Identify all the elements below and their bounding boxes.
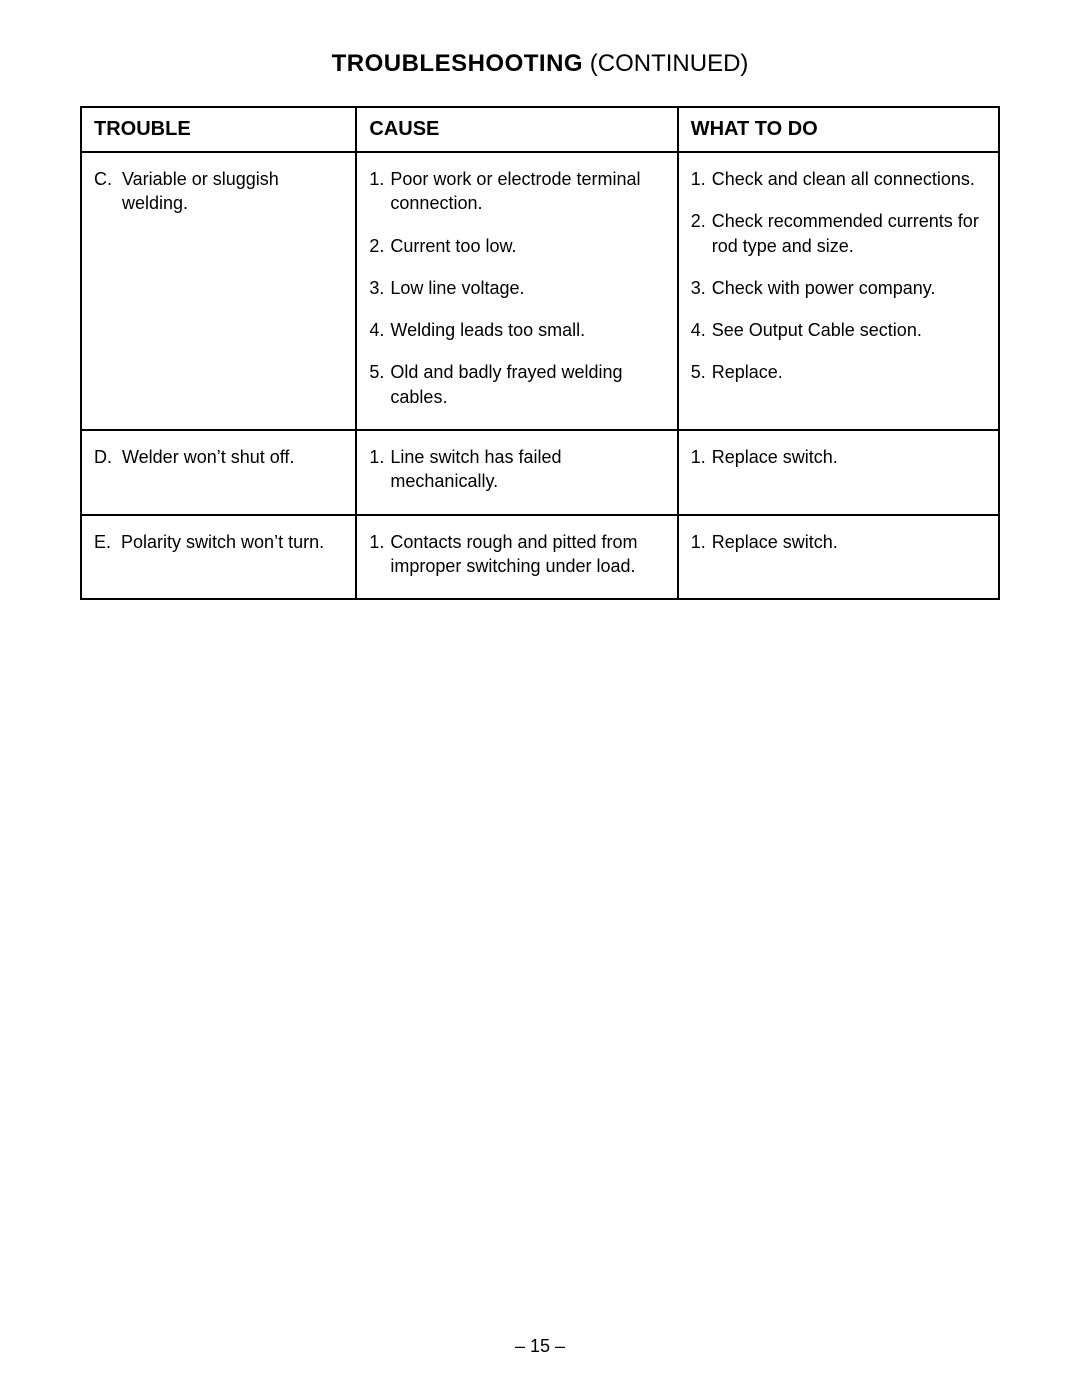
cause-item: 1.Line switch has failed mechanically. bbox=[369, 445, 664, 494]
cause-item-text: Poor work or electrode terminal connecti… bbox=[390, 167, 664, 216]
cause-item: 5.Old and badly frayed welding cables. bbox=[369, 360, 664, 409]
action-item: 5.Replace. bbox=[691, 360, 986, 384]
action-item-number: 4. bbox=[691, 318, 712, 342]
table-row: E.Polarity switch won’t turn.1.Contacts … bbox=[81, 515, 999, 600]
trouble-cell: D.Welder won’t shut off. bbox=[81, 430, 356, 515]
cause-item-text: Current too low. bbox=[390, 234, 664, 258]
page-number: – 15 – bbox=[515, 1336, 565, 1356]
cause-cell: 1.Contacts rough and pitted from imprope… bbox=[356, 515, 677, 600]
cause-item: 2.Current too low. bbox=[369, 234, 664, 258]
table-header-row: TROUBLE CAUSE WHAT TO DO bbox=[81, 107, 999, 152]
page-title: TROUBLESHOOTING (CONTINUED) bbox=[80, 50, 1000, 78]
action-item: 1.Replace switch. bbox=[691, 445, 986, 469]
cause-item-number: 1. bbox=[369, 445, 390, 494]
trouble-letter: C. bbox=[94, 167, 122, 216]
cause-item: 4.Welding leads too small. bbox=[369, 318, 664, 342]
action-item-text: Check with power company. bbox=[712, 276, 986, 300]
cause-item-number: 1. bbox=[369, 167, 390, 216]
action-item-number: 1. bbox=[691, 167, 712, 191]
header-trouble: TROUBLE bbox=[81, 107, 356, 152]
cause-cell: 1.Line switch has failed mechanically. bbox=[356, 430, 677, 515]
trouble-text: Variable or sluggish welding. bbox=[122, 167, 343, 216]
cause-item-number: 1. bbox=[369, 530, 390, 579]
action-item-text: See Output Cable section. bbox=[712, 318, 986, 342]
action-item: 1.Check and clean all connections. bbox=[691, 167, 986, 191]
action-item-number: 5. bbox=[691, 360, 712, 384]
cause-item: 1.Poor work or electrode terminal connec… bbox=[369, 167, 664, 216]
action-item-text: Check and clean all connections. bbox=[712, 167, 986, 191]
trouble-text: Welder won’t shut off. bbox=[122, 445, 343, 469]
action-item: 4.See Output Cable section. bbox=[691, 318, 986, 342]
cause-item-text: Contacts rough and pitted from improper … bbox=[390, 530, 664, 579]
action-item-number: 2. bbox=[691, 209, 712, 258]
action-item-text: Check recommended currents for rod type … bbox=[712, 209, 986, 258]
cause-item-number: 5. bbox=[369, 360, 390, 409]
action-cell: 1.Replace switch. bbox=[678, 515, 999, 600]
trouble-label: C.Variable or sluggish welding. bbox=[94, 167, 343, 216]
action-item-number: 3. bbox=[691, 276, 712, 300]
trouble-cell: C.Variable or sluggish welding. bbox=[81, 152, 356, 430]
header-cause: CAUSE bbox=[356, 107, 677, 152]
trouble-letter: D. bbox=[94, 445, 122, 469]
header-action: WHAT TO DO bbox=[678, 107, 999, 152]
cause-item: 1.Contacts rough and pitted from imprope… bbox=[369, 530, 664, 579]
cause-item-number: 2. bbox=[369, 234, 390, 258]
cause-item: 3.Low line voltage. bbox=[369, 276, 664, 300]
title-bold: TROUBLESHOOTING bbox=[332, 50, 584, 77]
table-row: D.Welder won’t shut off.1.Line switch ha… bbox=[81, 430, 999, 515]
cause-item-number: 4. bbox=[369, 318, 390, 342]
trouble-text: Polarity switch won’t turn. bbox=[121, 530, 343, 554]
action-item-text: Replace. bbox=[712, 360, 986, 384]
action-cell: 1.Check and clean all connections.2.Chec… bbox=[678, 152, 999, 430]
cause-item-text: Low line voltage. bbox=[390, 276, 664, 300]
trouble-label: E.Polarity switch won’t turn. bbox=[94, 530, 343, 554]
trouble-cell: E.Polarity switch won’t turn. bbox=[81, 515, 356, 600]
action-item: 2.Check recommended currents for rod typ… bbox=[691, 209, 986, 258]
page-footer: – 15 – bbox=[0, 1336, 1080, 1357]
trouble-label: D.Welder won’t shut off. bbox=[94, 445, 343, 469]
title-suffix: (CONTINUED) bbox=[583, 50, 748, 77]
cause-item-text: Line switch has failed mechanically. bbox=[390, 445, 664, 494]
action-item: 3.Check with power company. bbox=[691, 276, 986, 300]
cause-item-number: 3. bbox=[369, 276, 390, 300]
cause-item-text: Old and badly frayed welding cables. bbox=[390, 360, 664, 409]
troubleshooting-table: TROUBLE CAUSE WHAT TO DO C.Variable or s… bbox=[80, 106, 1000, 600]
action-item-text: Replace switch. bbox=[712, 530, 986, 554]
cause-item-text: Welding leads too small. bbox=[390, 318, 664, 342]
trouble-letter: E. bbox=[94, 530, 121, 554]
table-row: C.Variable or sluggish welding.1.Poor wo… bbox=[81, 152, 999, 430]
action-cell: 1.Replace switch. bbox=[678, 430, 999, 515]
table-body: C.Variable or sluggish welding.1.Poor wo… bbox=[81, 152, 999, 599]
action-item-number: 1. bbox=[691, 530, 712, 554]
action-item-text: Replace switch. bbox=[712, 445, 986, 469]
action-item-number: 1. bbox=[691, 445, 712, 469]
cause-cell: 1.Poor work or electrode terminal connec… bbox=[356, 152, 677, 430]
action-item: 1.Replace switch. bbox=[691, 530, 986, 554]
